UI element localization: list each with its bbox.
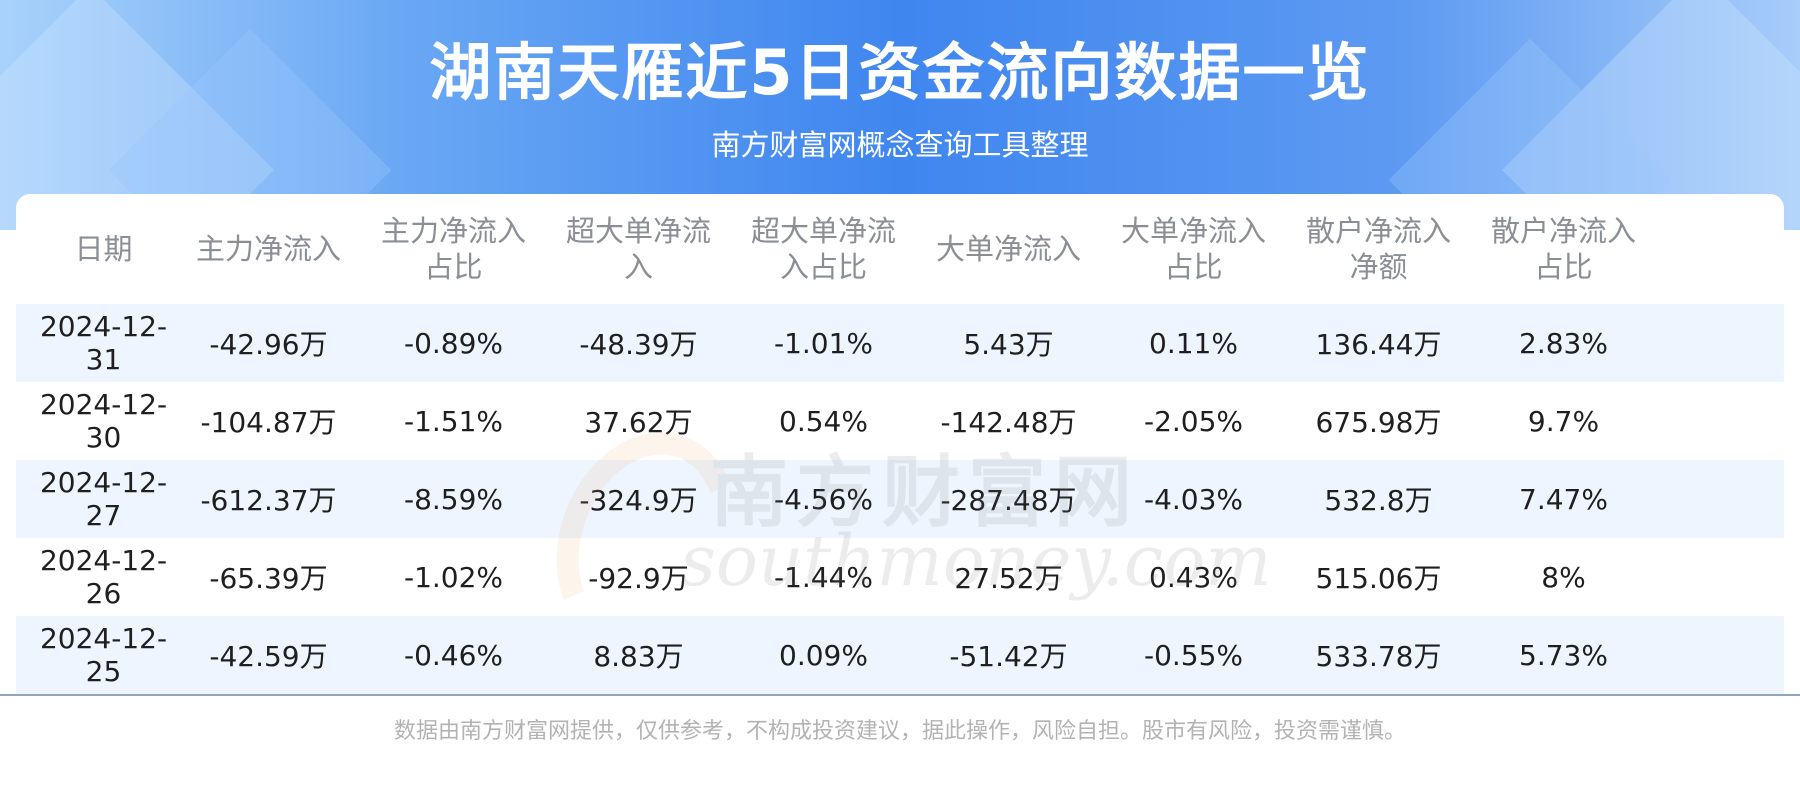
value-cell: 5.73% xyxy=(1519,638,1608,672)
column-header-line: 超大单净流 xyxy=(750,214,896,248)
value-cell: 27.52万 xyxy=(954,562,1063,595)
column-header-label: 超大单净流入 xyxy=(566,213,711,285)
value-cell: -104.87万 xyxy=(200,406,337,439)
table-header-row: 日期 主力净流入 主力净流入 占比 超大单净流入超大单净流 入占比 大单净流入 大单净流入 占比… xyxy=(16,194,1784,304)
column-header-line: 大单净流入 xyxy=(1120,214,1266,248)
table-row: 2024-12-25 -42.59万 -0.46% 8.83万 0.09% -51.42万… xyxy=(16,616,1784,694)
date-cell: 2024-12-26 xyxy=(39,544,168,610)
value-cell: -0.89% xyxy=(403,326,504,360)
column-header-label: 主力净流入 xyxy=(196,231,341,267)
table-body: 2024-12-31 -42.96万 -0.89% -48.39万 -1.01% 5.43… xyxy=(16,304,1784,694)
value-cell: -142.48万 xyxy=(940,406,1077,439)
column-header-label: 主力净流入 占比 xyxy=(381,213,526,285)
value-cell: -2.05% xyxy=(1143,404,1244,438)
date-cell: 2024-12-31 xyxy=(39,310,168,376)
value-cell: -0.55% xyxy=(1143,638,1244,672)
value-cell: 9.7% xyxy=(1527,404,1600,438)
date-cell: 2024-12-30 xyxy=(39,388,168,454)
value-cell: -8.59% xyxy=(403,482,504,516)
column-header-line: 大单净流入 xyxy=(935,232,1081,266)
column-header-label: 大单净流入 xyxy=(936,231,1081,267)
column-header: 散户净流入 占比 xyxy=(1471,194,1656,304)
column-header-line: 净额 xyxy=(1349,250,1408,284)
fund-flow-table: 日期 主力净流入 主力净流入 占比 超大单净流入超大单净流 入占比 大单净流入 大单净流入 占比… xyxy=(16,194,1784,694)
column-header-label: 大单净流入 占比 xyxy=(1121,213,1266,285)
value-cell: -51.42万 xyxy=(949,640,1068,673)
column-header: 超大单净流入 xyxy=(546,194,731,304)
table-row: 2024-12-31 -42.96万 -0.89% -48.39万 -1.01% 5.43… xyxy=(16,304,1784,382)
column-header-line: 入 xyxy=(623,250,653,284)
header-banner: 湖南天雁近5日资金流向数据一览 南方财富网概念查询工具整理 xyxy=(0,0,1800,230)
column-header: 主力净流入 xyxy=(176,194,361,304)
value-cell: 37.62万 xyxy=(584,406,693,439)
column-header-label: 散户净流入 占比 xyxy=(1491,213,1636,285)
value-cell: -1.44% xyxy=(773,560,874,594)
value-cell: 533.78万 xyxy=(1315,640,1442,673)
table-row: 2024-12-27 -612.37万 -8.59% -324.9万 -4.56% -28… xyxy=(16,460,1784,538)
column-header-line: 日期 xyxy=(74,232,133,266)
column-header-line: 占比 xyxy=(1164,250,1223,284)
value-cell: -1.51% xyxy=(403,404,504,438)
page-title: 湖南天雁近5日资金流向数据一览 xyxy=(429,36,1371,109)
column-header: 大单净流入 xyxy=(916,194,1101,304)
table-row: 2024-12-30 -104.87万 -1.51% 37.62万 0.54% -142.… xyxy=(16,382,1784,460)
column-header-line: 占比 xyxy=(1534,250,1593,284)
data-table-card: 日期 主力净流入 主力净流入 占比 超大单净流入超大单净流 入占比 大单净流入 大单净流入 占比… xyxy=(16,194,1784,694)
value-cell: -4.56% xyxy=(773,482,874,516)
page-subtitle: 南方财富网概念查询工具整理 xyxy=(711,128,1089,162)
value-cell: -612.37万 xyxy=(200,484,337,517)
value-cell: 0.43% xyxy=(1149,560,1238,594)
value-cell: 7.47% xyxy=(1519,482,1608,516)
column-header: 大单净流入 占比 xyxy=(1101,194,1286,304)
value-cell: 675.98万 xyxy=(1315,406,1442,439)
column-header-line: 超大单净流 xyxy=(565,214,711,248)
value-cell: 2.83% xyxy=(1519,326,1608,360)
value-cell: 8% xyxy=(1541,560,1586,594)
value-cell: 5.43万 xyxy=(963,328,1054,361)
column-header-line: 主力净流入 xyxy=(380,214,526,248)
value-cell: -42.96万 xyxy=(209,328,328,361)
column-header-line: 散户净流入 xyxy=(1305,214,1451,248)
column-header-line: 入占比 xyxy=(779,250,867,284)
value-cell: -324.9万 xyxy=(579,484,698,517)
value-cell: -287.48万 xyxy=(940,484,1077,517)
value-cell: 0.09% xyxy=(779,638,868,672)
column-header-line: 主力净流入 xyxy=(195,232,341,266)
date-cell: 2024-12-25 xyxy=(39,622,168,688)
column-header: 日期 xyxy=(31,194,176,304)
column-header: 散户净流入 净额 xyxy=(1286,194,1471,304)
value-cell: -4.03% xyxy=(1143,482,1244,516)
table-row: 2024-12-26 -65.39万 -1.02% -92.9万 -1.44% 27.52… xyxy=(16,538,1784,616)
value-cell: -0.46% xyxy=(403,638,504,672)
column-header-label: 散户净流入 净额 xyxy=(1306,213,1451,285)
value-cell: -65.39万 xyxy=(209,562,328,595)
column-header-line: 占比 xyxy=(424,250,483,284)
value-cell: 0.11% xyxy=(1149,326,1238,360)
date-cell: 2024-12-27 xyxy=(39,466,168,532)
value-cell: 0.54% xyxy=(779,404,868,438)
column-header-label: 日期 xyxy=(74,231,132,267)
column-header-label: 超大单净流 入占比 xyxy=(751,213,896,285)
disclaimer-text: 数据由南方财富网提供，仅供参考，不构成投资建议，据此操作，风险自担。股市有风险，… xyxy=(393,719,1406,744)
column-header-line: 散户净流入 xyxy=(1490,214,1636,248)
value-cell: -1.01% xyxy=(773,326,874,360)
value-cell: 532.8万 xyxy=(1324,484,1433,517)
value-cell: -42.59万 xyxy=(209,640,328,673)
value-cell: -1.02% xyxy=(403,560,504,594)
divider xyxy=(0,694,1800,696)
value-cell: -92.9万 xyxy=(588,562,689,595)
value-cell: 8.83万 xyxy=(593,640,684,673)
column-header: 主力净流入 占比 xyxy=(361,194,546,304)
column-header: 超大单净流 入占比 xyxy=(731,194,916,304)
value-cell: -48.39万 xyxy=(579,328,698,361)
value-cell: 515.06万 xyxy=(1315,562,1442,595)
value-cell: 136.44万 xyxy=(1315,328,1442,361)
